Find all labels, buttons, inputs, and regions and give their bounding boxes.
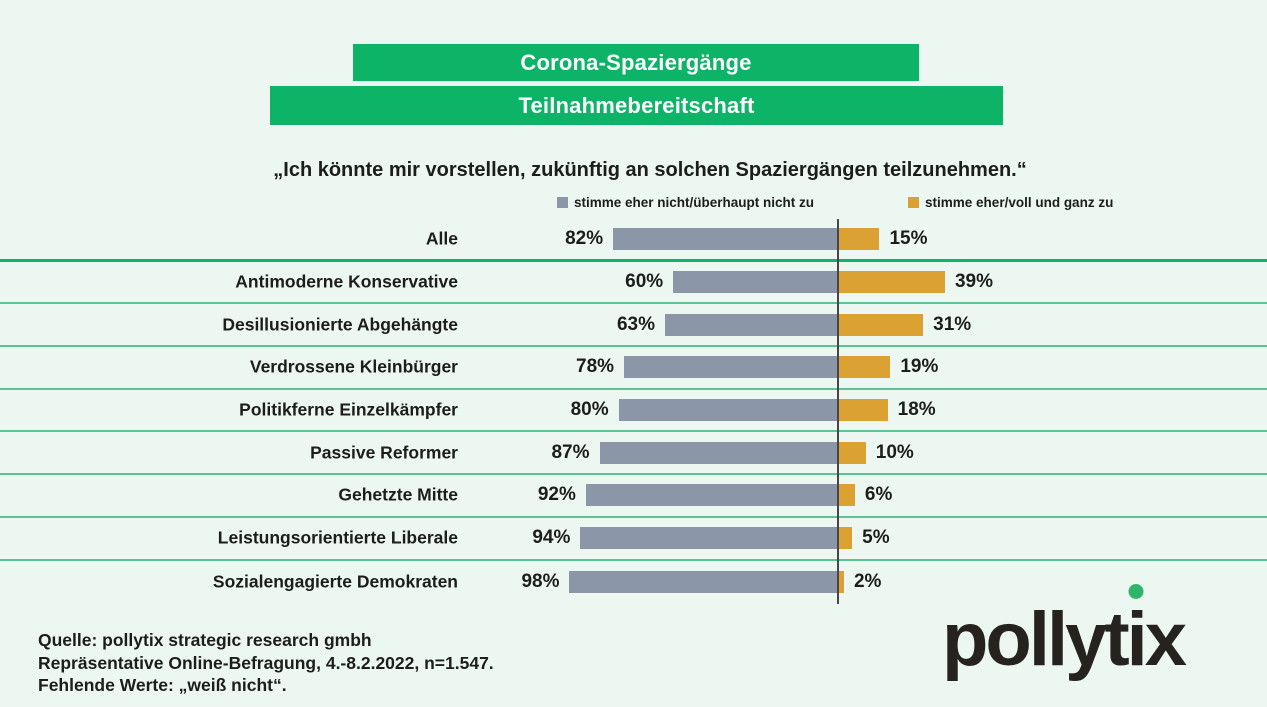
- disagree-bar: [599, 441, 837, 464]
- agree-bar: [838, 441, 866, 464]
- disagree-value-label: 80%: [570, 399, 609, 421]
- disagree-value-label: 98%: [521, 570, 560, 592]
- agree-value-label: 10%: [875, 441, 914, 463]
- agree-bar: [838, 484, 855, 507]
- logo-green-dot-icon: [1128, 584, 1144, 599]
- survey-question-quote: „Ich könnte mir vorstellen, zukünftig an…: [273, 159, 1027, 181]
- disagree-bar: [580, 527, 837, 550]
- agree-bar: [838, 313, 924, 336]
- chart-row: Alle 82% 15%: [0, 219, 1267, 262]
- row-category-label: Gehetzte Mitte: [338, 484, 458, 505]
- disagree-value-label: 87%: [551, 441, 590, 463]
- logo-text-suffix: x: [1144, 597, 1187, 682]
- agree-bar: [838, 271, 945, 294]
- row-category-label: Politikferne Einzelkämpfer: [239, 399, 458, 420]
- title-banner-top: Corona-Spaziergänge: [353, 44, 919, 81]
- disagree-bar: [585, 484, 837, 507]
- chart-row: Gehetzte Mitte 92% 6%: [0, 475, 1267, 518]
- legend-swatch-gray-icon: [557, 197, 568, 208]
- title-banner-bottom: Teilnahmebereitschaft: [270, 86, 1003, 125]
- agree-bar: [838, 527, 853, 550]
- chart-rows: Alle 82% 15% Antimoderne Konservative 60% 39%…: [0, 219, 1267, 604]
- row-category-label: Alle: [425, 228, 458, 249]
- row-category-label: Antimoderne Konservative: [235, 271, 458, 292]
- chart-row: Verdrossene Kleinbürger 78% 19%: [0, 347, 1267, 390]
- row-category-label: Leistungsorientierte Liberale: [217, 527, 458, 548]
- diverging-bar-chart: Alle 82% 15% Antimoderne Konservative 60% 39%…: [0, 219, 1267, 604]
- legend-item-agree: stimme eher/voll und ganz zu: [908, 195, 1113, 210]
- row-category-label: Sozialengagierte Demokraten: [212, 571, 458, 592]
- agree-bar: [838, 227, 880, 250]
- chart-row: Desillusionierte Abgehängte 63% 31%: [0, 304, 1267, 348]
- source-line-1: Quelle: pollytix strategic research gmbh: [38, 630, 372, 650]
- title-banner-bottom-label: Teilnahmebereitschaft: [518, 92, 755, 118]
- legend-label-disagree: stimme eher nicht/überhaupt nicht zu: [574, 195, 815, 210]
- agree-value-label: 15%: [889, 227, 928, 249]
- disagree-bar: [673, 271, 837, 294]
- chart-row: Sozialengagierte Demokraten 98% 2%: [0, 561, 1267, 604]
- agree-value-label: 19%: [900, 356, 939, 378]
- agree-value-label: 6%: [864, 484, 893, 506]
- row-category-label: Desillusionierte Abgehängte: [222, 314, 458, 335]
- row-category-label: Verdrossene Kleinbürger: [249, 356, 458, 377]
- chart-row: Leistungsorientierte Liberale 94% 5%: [0, 518, 1267, 561]
- chart-row: Politikferne Einzelkämpfer 80% 18%: [0, 390, 1267, 433]
- chart-legend: stimme eher nicht/überhaupt nicht zu sti…: [557, 195, 1113, 210]
- disagree-bar: [665, 313, 837, 336]
- chart-row: Passive Reformer 87% 10%: [0, 432, 1267, 476]
- disagree-value-label: 63%: [616, 313, 656, 335]
- source-line-2: Repräsentative Online-Befragung, 4.-8.2.…: [38, 652, 494, 673]
- disagree-value-label: 92%: [537, 484, 576, 506]
- row-category-label: Passive Reformer: [310, 442, 458, 463]
- disagree-bar: [613, 227, 837, 250]
- disagree-value-label: 78%: [576, 356, 615, 378]
- chart-row: Antimoderne Konservative 60% 39%: [0, 262, 1267, 305]
- logo-text-prefix: pollyt: [942, 597, 1130, 682]
- source-line-3: Fehlende Werte: „weiß nicht“.: [38, 675, 287, 696]
- agree-value-label: 31%: [933, 313, 972, 335]
- chart-center-axis-line: [837, 219, 839, 604]
- disagree-value-label: 82%: [565, 227, 604, 249]
- logo-letter-i: i: [1127, 584, 1148, 683]
- disagree-bar: [569, 570, 837, 593]
- disagree-bar: [624, 356, 837, 379]
- agree-value-label: 5%: [862, 527, 890, 549]
- agree-bar: [838, 570, 844, 593]
- agree-value-label: 39%: [954, 271, 993, 293]
- disagree-value-label: 60%: [625, 271, 664, 293]
- agree-bar: [838, 399, 888, 422]
- agree-bar: [838, 356, 891, 379]
- title-banner-top-label: Corona-Spaziergänge: [520, 49, 752, 75]
- source-note: Quelle: pollytix strategic research gmbh…: [38, 629, 494, 697]
- pollytix-logo: pollyti x: [942, 584, 1187, 683]
- disagree-value-label: 94%: [532, 527, 571, 549]
- disagree-bar: [618, 399, 837, 422]
- legend-item-disagree: stimme eher nicht/überhaupt nicht zu: [557, 195, 814, 210]
- legend-swatch-orange-icon: [908, 197, 920, 208]
- agree-value-label: 18%: [897, 399, 936, 421]
- agree-value-label: 2%: [853, 570, 882, 592]
- legend-label-agree: stimme eher/voll und ganz zu: [925, 195, 1114, 210]
